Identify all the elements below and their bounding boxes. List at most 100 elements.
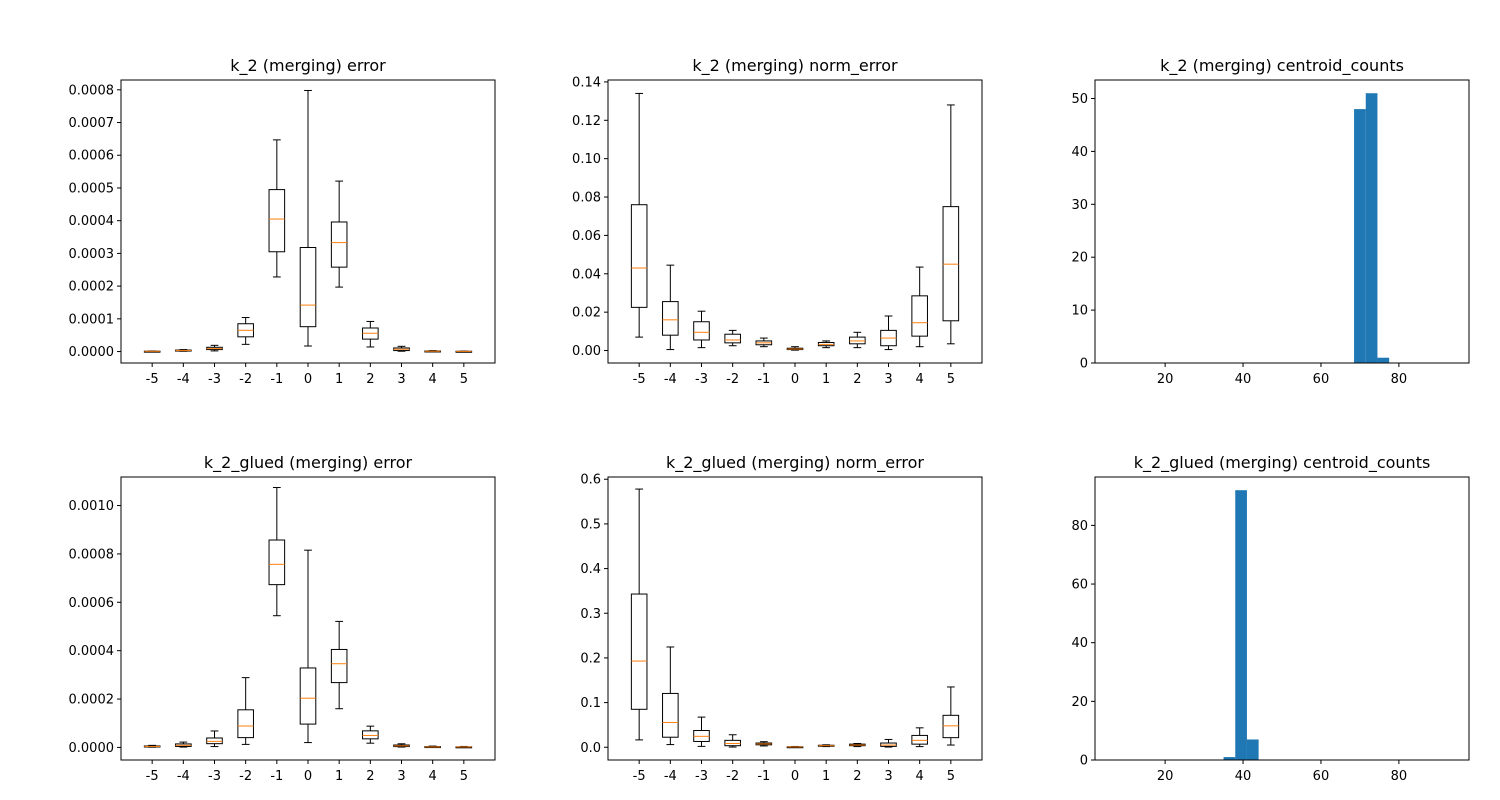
box-plot--4 bbox=[175, 741, 192, 748]
y-tick-label: 0.0007 bbox=[69, 116, 115, 131]
box-plot-2 bbox=[362, 725, 379, 744]
y-tick-label: 40 bbox=[1071, 145, 1088, 160]
box-plot-0 bbox=[299, 89, 317, 347]
box-plot--4 bbox=[175, 349, 192, 352]
x-tick-label: 20 bbox=[1157, 769, 1174, 784]
chart-title: k_2_glued (merging) norm_error bbox=[666, 453, 924, 473]
y-tick-label: 0.3 bbox=[580, 607, 601, 622]
y-tick-label: 30 bbox=[1071, 198, 1088, 213]
box-plot-1 bbox=[817, 744, 835, 748]
axes-frame bbox=[120, 476, 496, 761]
box bbox=[268, 539, 286, 586]
x-tick-label: -4 bbox=[664, 769, 677, 784]
box-plot--2 bbox=[237, 317, 254, 345]
chart-title: k_2 (merging) centroid_counts bbox=[1160, 56, 1404, 76]
y-tick-label: 0.0006 bbox=[69, 149, 115, 164]
box bbox=[330, 648, 348, 684]
box-plot-3 bbox=[393, 345, 410, 352]
y-tick-label: 0.14 bbox=[572, 75, 601, 90]
y-tick-label: 60 bbox=[1071, 578, 1088, 593]
x-tick-label: -5 bbox=[146, 372, 159, 387]
y-tick-label: 0.5 bbox=[580, 517, 601, 532]
x-tick-label: 3 bbox=[884, 372, 892, 387]
y-tick-label: 0.0008 bbox=[69, 547, 115, 562]
box-plot--2 bbox=[724, 329, 741, 347]
subplot-3: k_2 (merging) centroid_counts 0 10 20 30 40 50… bbox=[1071, 56, 1470, 387]
x-tick-label: 40 bbox=[1235, 769, 1252, 784]
box-plot-5 bbox=[942, 104, 960, 345]
histogram-bar bbox=[1235, 490, 1247, 760]
box bbox=[299, 247, 317, 328]
chart-title: k_2 (merging) error bbox=[230, 56, 386, 76]
box-plot-4 bbox=[424, 350, 441, 353]
x-tick-label: 4 bbox=[429, 769, 437, 784]
y-tick-label: 0.0002 bbox=[69, 280, 115, 295]
box-plot-4 bbox=[911, 727, 928, 748]
y-tick-label: 40 bbox=[1071, 636, 1088, 651]
y-tick-label: 0.04 bbox=[572, 267, 601, 282]
y-tick-label: 0.0010 bbox=[69, 499, 115, 514]
box-plot--5 bbox=[143, 350, 161, 353]
x-tick-label: -3 bbox=[695, 769, 708, 784]
subplot-2: k_2 (merging) norm_error 0.00 0.02 0.04 0.06… bbox=[572, 56, 983, 387]
x-tick-label: -2 bbox=[239, 769, 252, 784]
y-tick-label: 0.0000 bbox=[69, 345, 115, 360]
x-tick-label: -5 bbox=[633, 769, 646, 784]
box bbox=[268, 189, 286, 253]
x-tick-label: 1 bbox=[822, 769, 830, 784]
y-tick-label: 0.0003 bbox=[69, 247, 115, 262]
box-plot--1 bbox=[755, 741, 773, 747]
box-plot-2 bbox=[362, 320, 379, 348]
x-tick-label: 5 bbox=[460, 372, 468, 387]
box-plot-4 bbox=[424, 745, 441, 749]
y-tick-label: 0.08 bbox=[572, 191, 601, 206]
x-tick-label: 60 bbox=[1313, 769, 1330, 784]
x-tick-label: 1 bbox=[335, 769, 343, 784]
subplots-container: k_2 (merging) error 0.0000 0.0001 0.0002 0.0… bbox=[69, 56, 1470, 784]
box bbox=[237, 709, 254, 739]
y-tick-label: 80 bbox=[1071, 519, 1088, 534]
box-plot-0 bbox=[786, 745, 804, 749]
x-tick-label: 4 bbox=[916, 769, 924, 784]
box-plot-0 bbox=[786, 346, 804, 351]
x-tick-label: -3 bbox=[208, 372, 221, 387]
x-tick-label: -3 bbox=[695, 372, 708, 387]
y-tick-label: 0.0001 bbox=[69, 312, 115, 327]
y-tick-label: 0.0006 bbox=[69, 596, 115, 611]
y-tick-label: 0.4 bbox=[580, 562, 601, 577]
y-tick-label: 0.06 bbox=[572, 229, 601, 244]
box-plot--3 bbox=[693, 716, 710, 747]
box-plot-2 bbox=[849, 331, 866, 349]
x-tick-label: 2 bbox=[366, 372, 374, 387]
x-tick-label: 2 bbox=[366, 769, 374, 784]
y-tick-label: 0.0008 bbox=[69, 83, 115, 98]
x-tick-label: -5 bbox=[146, 769, 159, 784]
box bbox=[299, 667, 317, 725]
box-plot--4 bbox=[662, 646, 679, 746]
box-plot-5 bbox=[942, 686, 960, 746]
box-plot--5 bbox=[630, 92, 648, 338]
axes-frame bbox=[1094, 79, 1470, 364]
y-tick-label: 0.0002 bbox=[69, 693, 115, 708]
x-tick-label: 5 bbox=[947, 372, 955, 387]
subplot-4: k_2_glued (merging) error 0.0000 0.0002 0.0… bbox=[69, 453, 496, 784]
box-plot-0 bbox=[299, 549, 317, 744]
x-tick-label: 4 bbox=[429, 372, 437, 387]
box-plot--3 bbox=[206, 730, 223, 748]
x-tick-label: -2 bbox=[239, 372, 252, 387]
histogram-bar bbox=[1246, 739, 1259, 760]
y-tick-label: 0.02 bbox=[572, 306, 601, 321]
chart-title: k_2 (merging) norm_error bbox=[692, 56, 898, 76]
x-tick-label: -1 bbox=[270, 372, 283, 387]
box bbox=[693, 321, 710, 341]
y-tick-label: 0.0 bbox=[580, 741, 601, 756]
box bbox=[330, 221, 348, 268]
box-plot--2 bbox=[237, 677, 254, 745]
box-plot--5 bbox=[143, 744, 161, 748]
box-plot-3 bbox=[880, 738, 897, 748]
y-tick-label: 10 bbox=[1071, 304, 1088, 319]
subplot-5: k_2_glued (merging) norm_error 0.0 0.1 0.2 0… bbox=[580, 453, 983, 784]
box-plot--1 bbox=[268, 487, 286, 617]
x-tick-label: -3 bbox=[208, 769, 221, 784]
